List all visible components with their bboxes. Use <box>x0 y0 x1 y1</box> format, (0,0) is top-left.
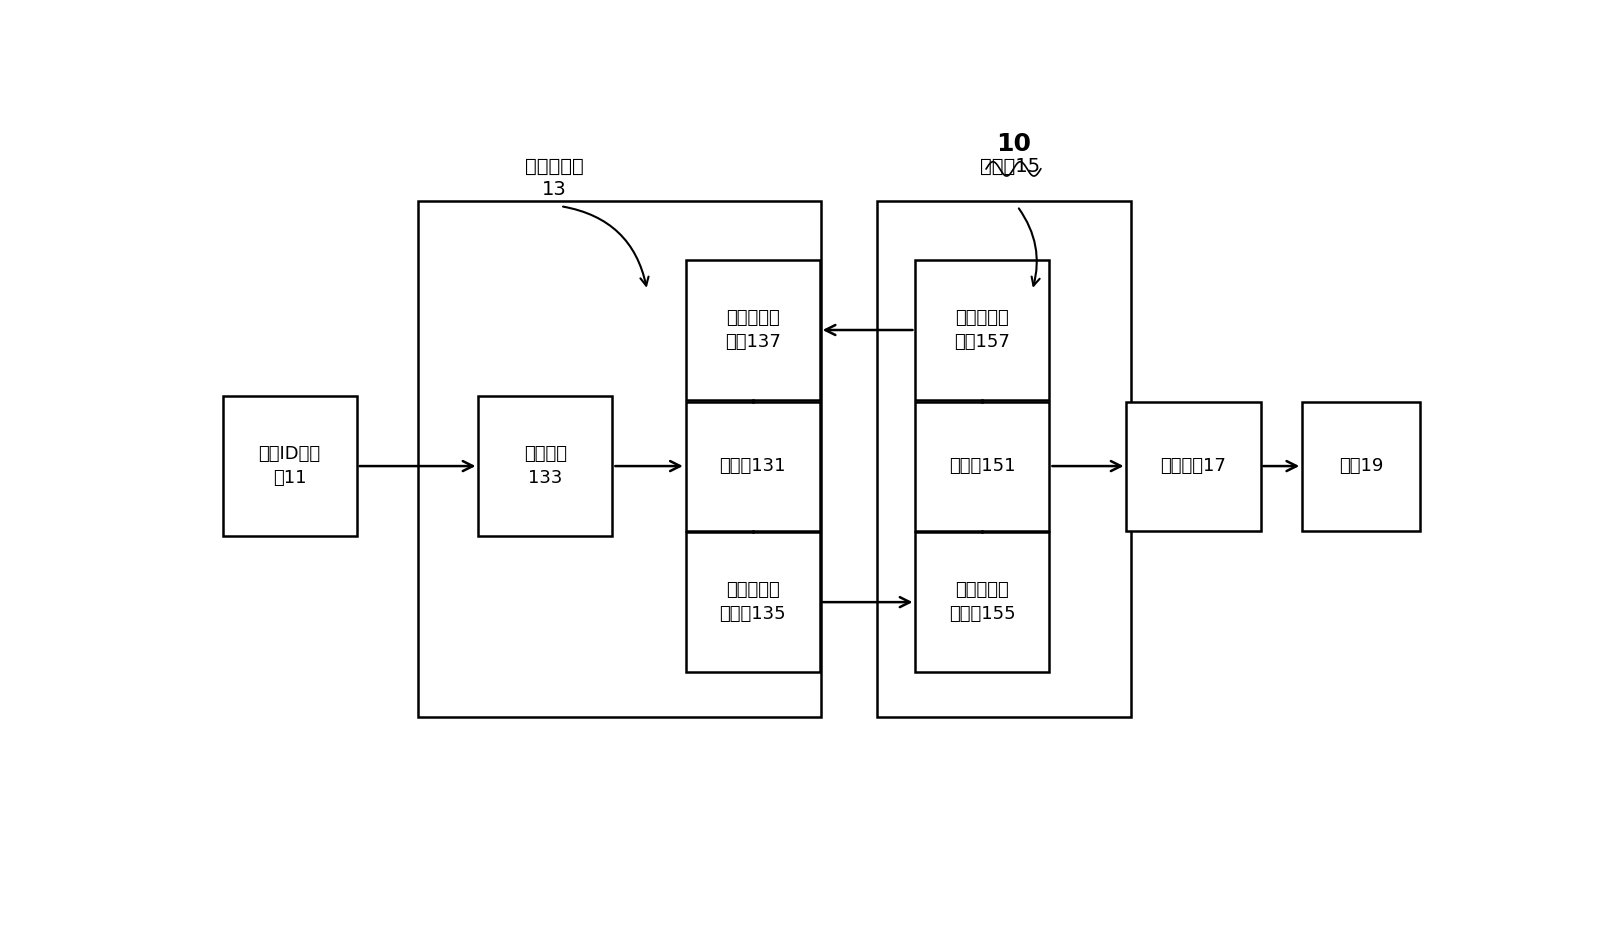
Text: 13: 13 <box>541 180 567 199</box>
Text: 控制装置17: 控制装置17 <box>1160 457 1227 475</box>
Text: 信号发射座: 信号发射座 <box>525 157 583 176</box>
Bar <box>686 402 820 530</box>
Bar <box>1302 402 1419 530</box>
Text: 道闸19: 道闸19 <box>1339 457 1383 475</box>
Text: 控制器131: 控制器131 <box>719 457 787 475</box>
Bar <box>876 201 1131 717</box>
Text: 车辆ID识别
卡11: 车辆ID识别 卡11 <box>258 445 320 487</box>
Bar <box>223 396 357 536</box>
Bar <box>479 396 612 536</box>
Text: 光信号接收
电路137: 光信号接收 电路137 <box>724 309 780 351</box>
Text: 控制器151: 控制器151 <box>948 457 1016 475</box>
Text: 无线信号发
射电路135: 无线信号发 射电路135 <box>719 581 787 623</box>
Text: 读卡电路
133: 读卡电路 133 <box>524 445 567 487</box>
Bar <box>1126 402 1261 530</box>
Bar <box>418 201 822 717</box>
Bar <box>686 532 820 672</box>
Text: 阅读器15: 阅读器15 <box>980 157 1040 176</box>
Text: 10: 10 <box>996 132 1032 156</box>
Bar <box>915 402 1049 530</box>
Text: 光信号发射
电路157: 光信号发射 电路157 <box>955 309 1011 351</box>
Text: 无线信号接
收电路155: 无线信号接 收电路155 <box>948 581 1016 623</box>
Bar <box>686 260 820 400</box>
Bar <box>915 260 1049 400</box>
Bar <box>915 532 1049 672</box>
